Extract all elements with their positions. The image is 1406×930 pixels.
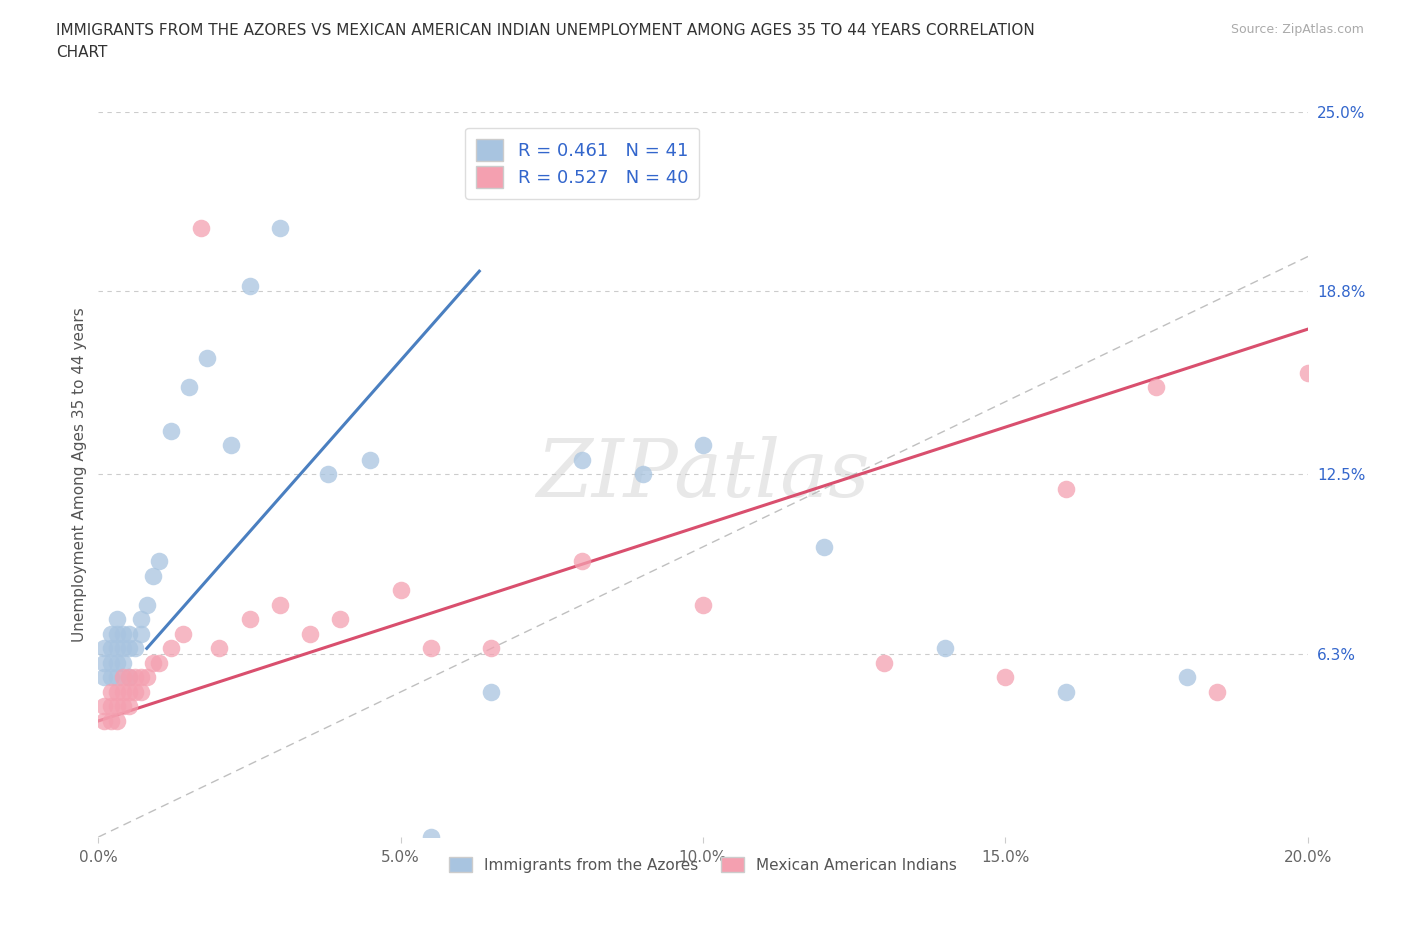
Point <box>93 656 115 671</box>
Point <box>129 684 152 699</box>
Point <box>105 656 128 671</box>
Point <box>571 554 593 569</box>
Point <box>239 278 262 293</box>
Point <box>105 641 128 656</box>
Point <box>994 670 1017 684</box>
Point <box>571 452 593 467</box>
Point <box>420 641 443 656</box>
Point <box>135 670 157 684</box>
Point <box>208 641 231 656</box>
Point <box>299 627 322 642</box>
Point <box>118 641 141 656</box>
Point <box>111 699 134 714</box>
Point <box>269 220 291 235</box>
Point <box>93 713 115 728</box>
Point <box>118 627 141 642</box>
Point <box>148 554 170 569</box>
Point <box>118 670 141 684</box>
Point <box>93 641 115 656</box>
Point <box>93 670 115 684</box>
Point <box>360 452 382 467</box>
Point <box>100 684 122 699</box>
Point <box>934 641 956 656</box>
Text: IMMIGRANTS FROM THE AZORES VS MEXICAN AMERICAN INDIAN UNEMPLOYMENT AMONG AGES 35: IMMIGRANTS FROM THE AZORES VS MEXICAN AM… <box>56 23 1035 60</box>
Point <box>129 627 152 642</box>
Point <box>481 641 503 656</box>
Legend: Immigrants from the Azores, Mexican American Indians: Immigrants from the Azores, Mexican Amer… <box>441 849 965 880</box>
Point <box>142 656 165 671</box>
Point <box>389 583 412 598</box>
Point <box>1144 379 1167 394</box>
Point <box>1054 684 1077 699</box>
Point <box>105 713 128 728</box>
Point <box>329 612 352 627</box>
Point <box>111 670 134 684</box>
Text: ZIPatlas: ZIPatlas <box>536 435 870 513</box>
Point <box>100 627 122 642</box>
Point <box>1206 684 1229 699</box>
Point <box>105 627 128 642</box>
Point <box>221 438 243 453</box>
Point <box>269 597 291 612</box>
Point <box>813 539 835 554</box>
Point <box>105 670 128 684</box>
Y-axis label: Unemployment Among Ages 35 to 44 years: Unemployment Among Ages 35 to 44 years <box>72 307 87 642</box>
Point <box>1296 365 1319 380</box>
Point <box>93 699 115 714</box>
Point <box>179 379 201 394</box>
Point <box>129 612 152 627</box>
Point <box>190 220 212 235</box>
Point <box>160 641 183 656</box>
Point <box>172 627 194 642</box>
Point <box>1054 482 1077 497</box>
Point <box>111 627 134 642</box>
Point <box>873 656 896 671</box>
Point <box>195 351 218 365</box>
Point <box>111 656 134 671</box>
Point <box>105 684 128 699</box>
Text: Source: ZipAtlas.com: Source: ZipAtlas.com <box>1230 23 1364 36</box>
Point <box>124 641 146 656</box>
Point <box>124 670 146 684</box>
Point <box>100 641 122 656</box>
Point <box>111 684 134 699</box>
Point <box>124 684 146 699</box>
Point <box>118 670 141 684</box>
Point <box>160 423 183 438</box>
Point <box>1175 670 1198 684</box>
Point <box>316 467 339 482</box>
Point <box>105 699 128 714</box>
Point <box>105 612 128 627</box>
Point <box>129 670 152 684</box>
Point <box>692 597 714 612</box>
Point <box>118 684 141 699</box>
Point <box>100 656 122 671</box>
Point <box>481 684 503 699</box>
Point <box>100 713 122 728</box>
Point <box>420 830 443 844</box>
Point <box>692 438 714 453</box>
Point <box>148 656 170 671</box>
Point <box>631 467 654 482</box>
Point <box>118 699 141 714</box>
Point <box>239 612 262 627</box>
Point <box>111 641 134 656</box>
Point <box>135 597 157 612</box>
Point <box>100 699 122 714</box>
Point <box>100 670 122 684</box>
Point <box>142 568 165 583</box>
